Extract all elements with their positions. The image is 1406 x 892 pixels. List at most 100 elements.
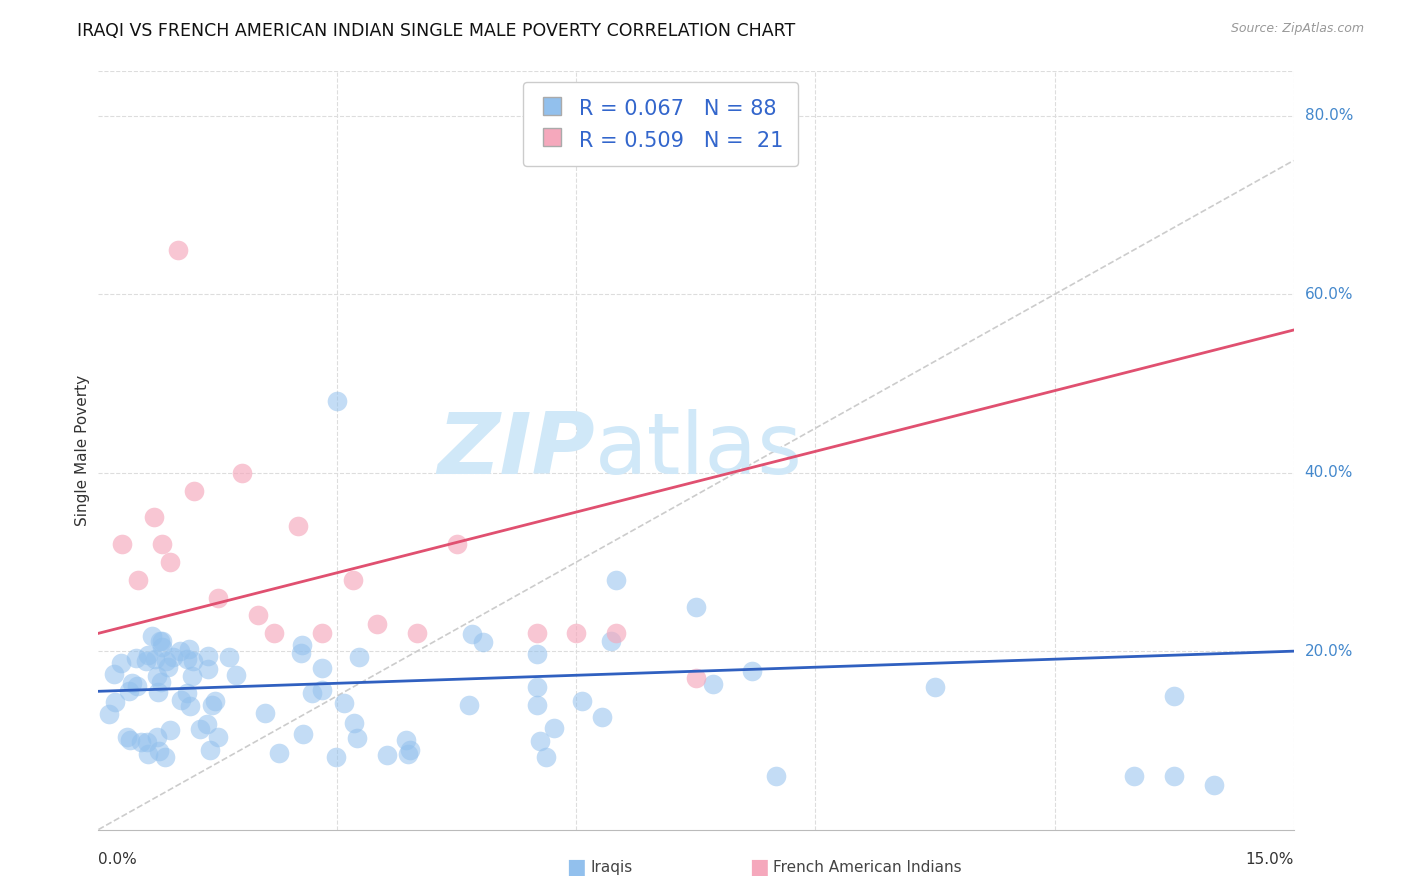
Point [571, 694, 593, 708]
Point [162, 649, 184, 664]
Point [290, 646, 312, 660]
Point [702, 677, 724, 691]
Text: 0.0%: 0.0% [98, 853, 138, 867]
Point [218, 650, 240, 665]
Point [183, 655, 205, 669]
Text: 80.0%: 80.0% [1305, 109, 1353, 123]
Point [170, 693, 193, 707]
Point [155, 654, 177, 668]
Point [103, 667, 125, 681]
Point [326, 394, 349, 409]
Point [685, 599, 707, 614]
Point [599, 633, 621, 648]
Text: atlas: atlas [595, 409, 803, 492]
Point [197, 648, 219, 663]
Text: 20.0%: 20.0% [1305, 644, 1353, 658]
Point [150, 634, 173, 648]
Point [143, 652, 166, 666]
Point [136, 747, 159, 761]
Point [565, 626, 588, 640]
Point [301, 686, 323, 700]
Point [125, 651, 148, 665]
Point [311, 682, 333, 697]
Point [526, 626, 548, 640]
Point [543, 721, 565, 735]
Text: Iraqis: Iraqis [591, 860, 633, 874]
Point [1202, 778, 1225, 792]
Text: ■: ■ [567, 857, 586, 877]
Text: ZIP: ZIP [437, 409, 595, 492]
Point [136, 735, 159, 749]
Point [924, 680, 946, 694]
Point [1123, 769, 1146, 783]
Point [591, 710, 613, 724]
Point [181, 669, 204, 683]
Point [150, 640, 173, 655]
Legend: R = 0.067   N = 88, R = 0.509   N =  21: R = 0.067 N = 88, R = 0.509 N = 21 [523, 82, 797, 167]
Point [183, 483, 205, 498]
Point [231, 466, 253, 480]
Point [685, 671, 707, 685]
Point [346, 731, 368, 745]
Point [311, 626, 333, 640]
Point [207, 730, 229, 744]
Point [167, 243, 190, 257]
Point [460, 627, 482, 641]
Point [342, 573, 364, 587]
Point [207, 591, 229, 605]
Text: IRAQI VS FRENCH AMERICAN INDIAN SINGLE MALE POVERTY CORRELATION CHART: IRAQI VS FRENCH AMERICAN INDIAN SINGLE M… [77, 22, 796, 40]
Point [131, 734, 153, 748]
Point [204, 694, 226, 708]
Text: French American Indians: French American Indians [773, 860, 962, 874]
Point [169, 644, 191, 658]
Point [526, 698, 548, 712]
Point [176, 686, 198, 700]
Point [741, 664, 763, 678]
Point [325, 750, 347, 764]
Point [246, 608, 269, 623]
Y-axis label: Single Male Poverty: Single Male Poverty [75, 375, 90, 526]
Point [176, 651, 198, 665]
Point [529, 734, 551, 748]
Point [253, 706, 276, 720]
Point [472, 635, 495, 649]
Text: 60.0%: 60.0% [1305, 287, 1353, 301]
Text: Source: ZipAtlas.com: Source: ZipAtlas.com [1230, 22, 1364, 36]
Point [1163, 769, 1185, 783]
Point [149, 633, 172, 648]
Point [111, 537, 134, 551]
Point [396, 747, 419, 761]
Point [146, 684, 169, 698]
Point [343, 716, 366, 731]
Point [146, 730, 169, 744]
Point [110, 657, 132, 671]
Point [446, 537, 468, 551]
Text: ■: ■ [749, 857, 769, 877]
Point [179, 698, 201, 713]
Point [458, 698, 481, 712]
Point [197, 717, 219, 731]
Point [159, 555, 181, 569]
Point [150, 675, 173, 690]
Point [121, 676, 143, 690]
Point [141, 629, 163, 643]
Point [395, 732, 418, 747]
Point [1163, 689, 1185, 703]
Point [263, 626, 285, 640]
Point [291, 726, 314, 740]
Point [375, 748, 398, 763]
Point [287, 519, 309, 533]
Point [605, 573, 627, 587]
Point [269, 746, 291, 760]
Point [406, 626, 429, 640]
Point [291, 638, 314, 652]
Point [347, 650, 370, 665]
Point [536, 750, 558, 764]
Point [366, 617, 388, 632]
Point [150, 537, 173, 551]
Point [200, 742, 222, 756]
Point [127, 680, 149, 694]
Point [156, 660, 179, 674]
Point [135, 653, 157, 667]
Point [765, 769, 787, 783]
